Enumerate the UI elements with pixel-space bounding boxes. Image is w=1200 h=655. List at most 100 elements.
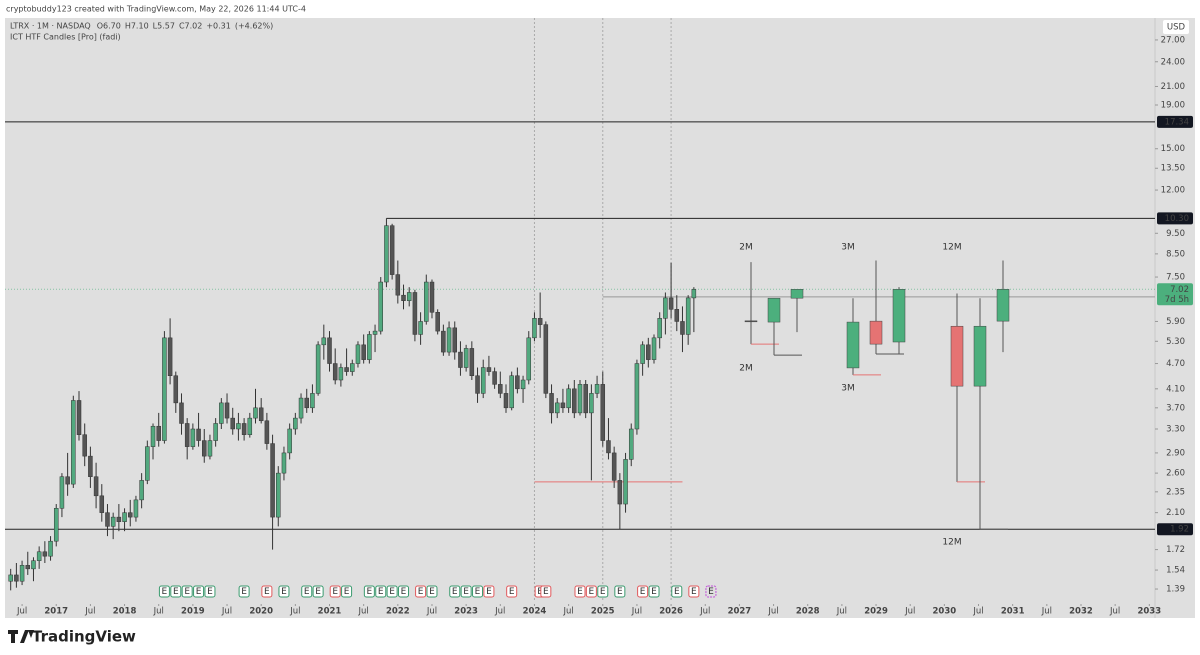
x-tick-label: 2025 — [591, 607, 615, 617]
candle-body — [332, 363, 338, 381]
candle-body — [424, 281, 429, 322]
candle-body — [276, 472, 281, 518]
candle-body — [446, 327, 452, 353]
earnings-badge — [574, 585, 586, 598]
candle-body — [224, 402, 230, 419]
candle-body — [560, 402, 566, 409]
earnings-badge — [204, 585, 216, 598]
y-tick-label: 19.00 — [1161, 100, 1185, 110]
earnings-label: E — [600, 587, 606, 597]
candle-body — [532, 318, 537, 339]
candle-body — [65, 476, 70, 485]
candle-body — [116, 516, 122, 522]
candle-body — [486, 367, 492, 372]
y-tick-label: 2.10 — [1166, 508, 1185, 518]
candle-body — [441, 330, 446, 353]
candle-body — [36, 551, 42, 561]
candle-body — [577, 384, 583, 414]
y-tick-label: 4.10 — [1166, 384, 1185, 394]
earnings-label: E — [509, 587, 515, 597]
x-tick-label: Jul — [836, 607, 847, 617]
htf-body — [767, 297, 781, 323]
earnings-badge — [472, 585, 484, 598]
candle-body — [25, 565, 31, 570]
earnings-label: E — [378, 587, 384, 597]
candle-body — [401, 294, 406, 301]
y-tick-label: 3.30 — [1166, 424, 1185, 434]
earnings-badge — [238, 585, 250, 598]
earnings-label: E — [708, 587, 714, 597]
x-tick-label: 2022 — [386, 607, 410, 617]
x-tick-label: Jul — [904, 607, 915, 617]
candle-body — [480, 367, 486, 394]
candle-body — [554, 402, 560, 414]
candle-body — [617, 480, 623, 505]
y-tick-label: 7.50 — [1166, 273, 1185, 283]
price-level-label: 1.92 — [1170, 525, 1189, 535]
y-tick-label: 8.50 — [1166, 249, 1185, 259]
x-tick-label: 2030 — [933, 607, 957, 617]
price-level-label: 17.34 — [1165, 117, 1189, 127]
earnings-badge — [386, 585, 398, 598]
earnings-label: E — [452, 587, 458, 597]
x-tick-label: 2033 — [1137, 607, 1161, 617]
x-tick-label: Jul — [16, 607, 27, 617]
candle-body — [395, 274, 401, 296]
legend-value: L5.57 — [153, 22, 175, 31]
earnings-label: E — [162, 587, 168, 597]
x-tick-label: Jul — [972, 607, 983, 617]
currency-badge — [1163, 20, 1189, 34]
x-tick-label: 2023 — [454, 607, 478, 617]
earnings-label: E — [207, 587, 213, 597]
y-tick-label: 12.00 — [1161, 186, 1185, 196]
candle-body — [344, 367, 349, 372]
htf-body — [892, 289, 906, 343]
candle-body — [241, 423, 247, 435]
candle-body — [253, 407, 258, 419]
candle-body — [53, 508, 59, 542]
candle-body — [99, 495, 105, 513]
earnings-label: E — [241, 587, 247, 597]
earnings-label: E — [651, 587, 657, 597]
x-tick-label: Jul — [631, 607, 642, 617]
candle-body — [321, 337, 327, 346]
htf-body — [950, 325, 964, 387]
earnings-badge — [648, 585, 660, 598]
earnings-label: E — [196, 587, 202, 597]
candle-body — [526, 337, 532, 381]
candle-body — [646, 344, 651, 360]
candle-body — [520, 379, 526, 390]
earnings-badge — [614, 585, 626, 598]
htf-label: 3M — [841, 243, 855, 253]
indicator-name: ICT HTF Candles [Pro] (fadi) — [10, 33, 121, 42]
candle-body — [668, 297, 674, 310]
y-tick-label: 1.54 — [1166, 566, 1185, 576]
candle-body — [167, 337, 173, 376]
candle-body — [310, 393, 315, 409]
htf-label: 12M — [942, 243, 961, 253]
earnings-badge — [312, 585, 324, 598]
candle-body — [378, 281, 383, 332]
htf-body — [790, 289, 804, 299]
x-tick-label: 2029 — [864, 607, 888, 617]
candle-body — [338, 367, 344, 381]
candle-body — [156, 425, 161, 441]
candle-body — [566, 388, 571, 409]
candle-body — [691, 289, 697, 299]
candle-body — [122, 512, 127, 522]
y-tick-label: 1.72 — [1166, 545, 1185, 555]
htf-label: 3M — [841, 383, 855, 393]
x-tick-label: Jul — [426, 607, 437, 617]
candle-body — [133, 499, 139, 518]
earnings-badge — [181, 585, 193, 598]
candle-body — [594, 384, 600, 394]
x-tick-label: Jul — [767, 607, 778, 617]
candle-body — [463, 348, 469, 368]
currency: USD — [1167, 23, 1186, 33]
candle-body — [236, 423, 241, 430]
htf-body — [973, 325, 987, 387]
candle-body — [327, 337, 332, 364]
candle-body — [93, 476, 99, 497]
earnings-label: E — [463, 587, 469, 597]
candle-body — [515, 375, 520, 390]
